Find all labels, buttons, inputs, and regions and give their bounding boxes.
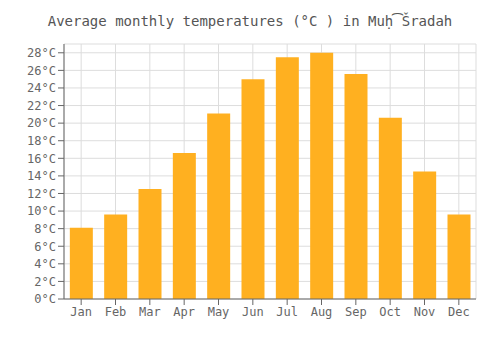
svg-text:2°C: 2°C <box>34 275 56 289</box>
svg-text:Jun: Jun <box>242 305 264 319</box>
svg-text:0°C: 0°C <box>34 292 56 306</box>
svg-text:26°C: 26°C <box>27 64 56 78</box>
svg-text:Jan: Jan <box>70 305 92 319</box>
svg-text:May: May <box>208 305 230 319</box>
svg-text:Feb: Feb <box>105 305 127 319</box>
svg-text:16°C: 16°C <box>27 152 56 166</box>
svg-text:10°C: 10°C <box>27 204 56 218</box>
svg-text:Dec: Dec <box>448 305 470 319</box>
svg-text:22°C: 22°C <box>27 99 56 113</box>
svg-text:8°C: 8°C <box>34 222 56 236</box>
svg-text:24°C: 24°C <box>27 81 56 95</box>
svg-text:Mar: Mar <box>139 305 161 319</box>
svg-text:Nov: Nov <box>414 305 436 319</box>
svg-text:20°C: 20°C <box>27 116 56 130</box>
svg-text:14°C: 14°C <box>27 169 56 183</box>
svg-text:28°C: 28°C <box>27 46 56 60</box>
svg-text:Oct: Oct <box>379 305 401 319</box>
svg-text:18°C: 18°C <box>27 134 56 148</box>
html-text:Average monthly temperatures (: Average monthly temperatures (°C ) in Mu… <box>47 13 453 29</box>
svg-text:Jul: Jul <box>276 305 298 319</box>
svg-text:Apr: Apr <box>173 305 195 319</box>
svg-text:12°C: 12°C <box>27 187 56 201</box>
svg-text:Sep: Sep <box>345 305 367 319</box>
svg-text:4°C: 4°C <box>34 257 56 271</box>
svg-text:Aug: Aug <box>311 305 333 319</box>
svg-text:6°C: 6°C <box>34 240 56 254</box>
